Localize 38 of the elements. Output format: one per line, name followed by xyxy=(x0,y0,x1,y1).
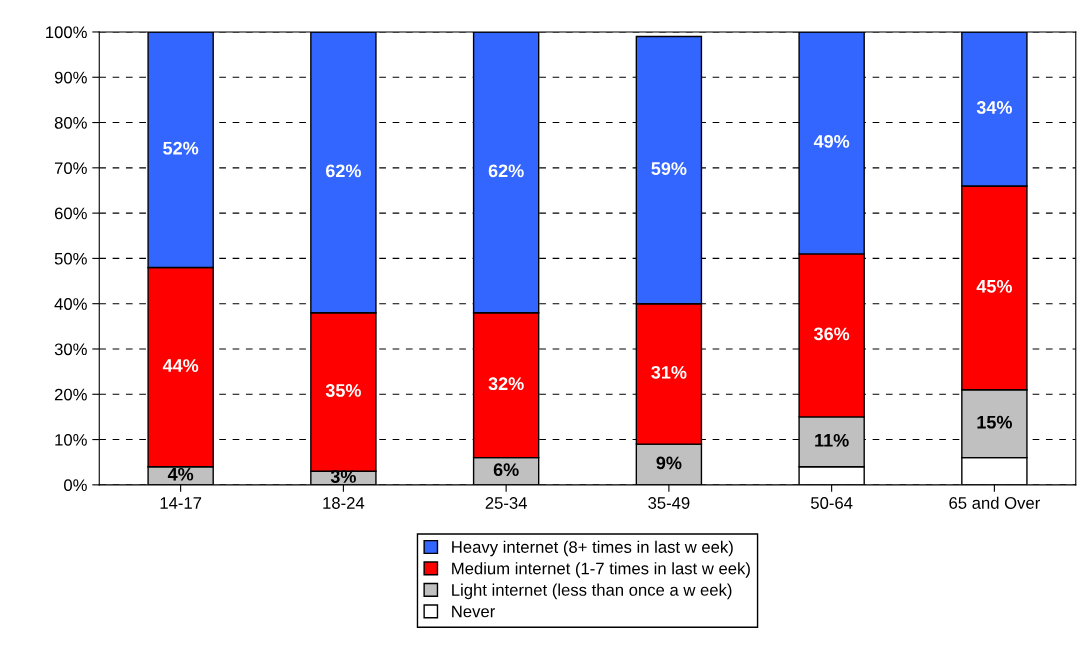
data-label: 11% xyxy=(815,433,849,447)
legend-label: Never xyxy=(452,605,495,618)
y-tick-label: 90% xyxy=(54,71,87,84)
x-tick-label: 14-17 xyxy=(160,497,202,509)
data-label: 44% xyxy=(162,359,199,372)
y-tick-label: 100% xyxy=(46,26,87,39)
data-label: 6% xyxy=(493,463,519,477)
y-tick-label: 70% xyxy=(54,162,87,175)
x-tick-label: 18-24 xyxy=(323,497,365,509)
data-label: 62% xyxy=(488,164,524,178)
data-label: 59% xyxy=(651,162,687,175)
data-label: 36% xyxy=(813,327,850,341)
data-label: 45% xyxy=(976,279,1012,293)
data-label: 32% xyxy=(488,377,524,391)
legend-label: Medium internet (1-7 times in last w eek) xyxy=(452,562,750,578)
x-tick-label: 65 and Over xyxy=(949,496,1040,509)
y-tick-label: 60% xyxy=(54,207,87,220)
data-label: 4% xyxy=(167,467,194,481)
data-label: 9% xyxy=(656,456,682,470)
x-tick-label: 25-34 xyxy=(485,497,527,509)
data-label: 15% xyxy=(977,415,1012,429)
y-tick-label: 30% xyxy=(54,343,87,356)
y-tick-label: 80% xyxy=(54,116,87,129)
data-label: 52% xyxy=(163,141,199,155)
data-label: 35% xyxy=(325,384,361,397)
y-tick-label: 40% xyxy=(54,298,87,310)
y-tick-label: 10% xyxy=(55,433,87,446)
data-label: 34% xyxy=(976,101,1012,114)
x-tick-label: 35-49 xyxy=(648,497,690,509)
x-tick-label: 50-64 xyxy=(810,497,853,509)
data-label: 62% xyxy=(325,164,361,178)
legend-label: Heavy internet (8+ times in last w eek) xyxy=(452,540,733,557)
y-tick-label: 50% xyxy=(54,252,87,265)
data-label: 49% xyxy=(813,134,850,148)
y-tick-label: 20% xyxy=(54,388,87,401)
legend-label: Light internet (less than once a w eek) xyxy=(452,583,732,600)
y-tick-label: 0% xyxy=(64,479,87,492)
data-label: 31% xyxy=(651,365,687,379)
